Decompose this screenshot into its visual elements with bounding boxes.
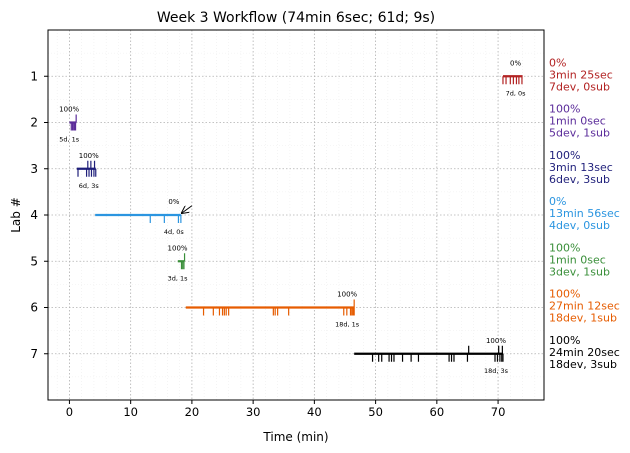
lab-2-track: 100% 5d, 1s <box>59 106 80 144</box>
y-tick-label: 3 <box>30 162 38 176</box>
lab-2-summary-time: 1min 0sec <box>549 115 606 128</box>
lab-3-track: 100% 6d, 3s <box>76 152 100 190</box>
lab-6-count-label: 18d, 1s <box>335 321 360 329</box>
lab-4-summary-counts: 4dev, 0sub <box>549 219 610 232</box>
lab-2-percent-label: 100% <box>59 106 79 114</box>
x-axis-label: Time (min) <box>262 430 328 444</box>
lab-7-count-label: 18d, 3s <box>484 367 509 375</box>
lab-4-summary-time: 13min 56sec <box>549 207 620 220</box>
lab-1-summary-counts: 7dev, 0sub <box>549 80 610 93</box>
lab-3-count-label: 6d, 3s <box>79 182 100 190</box>
y-tick-label: 5 <box>30 254 38 268</box>
y-tick-label: 2 <box>30 116 38 130</box>
chart-title: Week 3 Workflow (74min 6sec; 61d; 9s) <box>157 10 435 26</box>
y-tick-label: 7 <box>30 347 38 361</box>
lab-5-percent-label: 100% <box>168 244 188 252</box>
y-tick-label: 6 <box>30 301 38 315</box>
lab-2-count-label: 5d, 1s <box>59 136 80 144</box>
x-tick-label: 70 <box>491 405 506 419</box>
lab-5-count-label: 3d, 1s <box>168 274 189 282</box>
lab-1-summary-percent: 0% <box>549 56 566 69</box>
lab-1-track: 0% 7d, 0s <box>502 59 527 97</box>
lab-4-count-label: 4d, 0s <box>164 228 185 236</box>
lab-1-count-label: 7d, 0s <box>506 89 527 97</box>
lab-7-summary-percent: 100% <box>549 334 580 347</box>
lab-4-percent-label: 0% <box>168 198 179 206</box>
lab-6-summary-time: 27min 12sec <box>549 300 620 313</box>
lab-6-summary-counts: 18dev, 1sub <box>549 312 617 325</box>
lab-2-summary-counts: 5dev, 1sub <box>549 127 610 140</box>
x-tick-label: 0 <box>66 405 73 419</box>
y-tick-label: 4 <box>30 208 38 222</box>
x-tick-label: 50 <box>368 405 383 419</box>
x-tick-label: 10 <box>123 405 138 419</box>
lab-3-summary-counts: 6dev, 3sub <box>549 173 610 186</box>
lab-6-percent-label: 100% <box>337 291 357 299</box>
plot-area: 0 10 20 30 40 50 60 70 1 2 3 4 5 6 7 0% 7d, 0s 100% 5d, 1s… <box>30 29 545 419</box>
lab-5-summary-percent: 100% <box>549 241 580 254</box>
x-tick-label: 30 <box>246 405 261 419</box>
lab-5-track: 100% 3d, 1s <box>168 244 189 282</box>
x-tick-label: 40 <box>307 405 322 419</box>
x-tick-label: 20 <box>185 405 200 419</box>
lab-7-summary-counts: 18dev, 3sub <box>549 358 617 371</box>
lab-6-summary-percent: 100% <box>549 288 580 301</box>
lab-1-percent-label: 0% <box>510 59 521 67</box>
y-axis-label: Lab # <box>9 197 23 233</box>
lab-3-summary-percent: 100% <box>549 149 580 162</box>
lab-2-summary-percent: 100% <box>549 103 580 116</box>
lab-5-summary-counts: 3dev, 1sub <box>549 265 610 278</box>
lab-4-track: 0% 4d, 0s <box>95 198 184 236</box>
annotation-arrow <box>182 205 193 213</box>
lab-1-summary-time: 3min 25sec <box>549 68 613 81</box>
lab-7-summary-time: 24min 20sec <box>549 346 620 359</box>
lab-7-track: 100% 18d, 3s <box>354 337 509 375</box>
lab-5-summary-time: 1min 0sec <box>549 253 606 266</box>
x-tick-label: 60 <box>430 405 445 419</box>
lab-3-percent-label: 100% <box>79 152 99 160</box>
lab-7-percent-label: 100% <box>486 337 506 345</box>
y-tick-label: 1 <box>30 69 38 83</box>
lab-4-summary-percent: 0% <box>549 195 566 208</box>
lab-6-track: 100% 18d, 1s <box>185 291 360 329</box>
lab-3-summary-time: 3min 13sec <box>549 161 613 174</box>
